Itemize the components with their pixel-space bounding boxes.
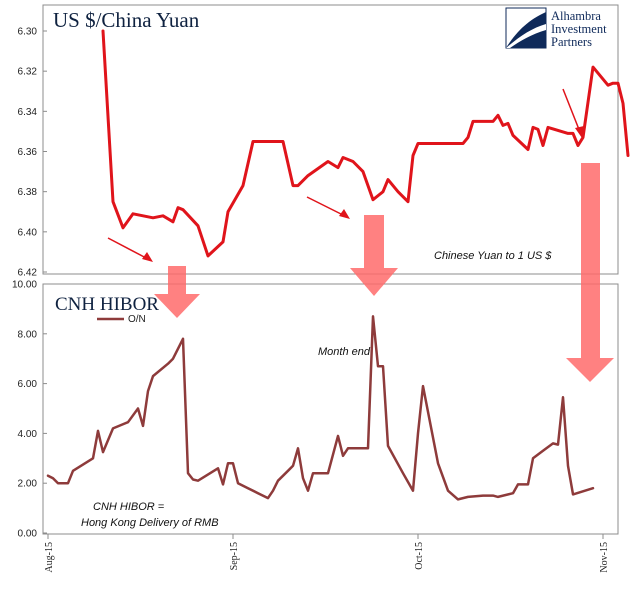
x-tick-label: Nov-15 xyxy=(599,542,610,573)
legend-label-on: O/N xyxy=(128,314,146,325)
bottom-y-tick-label: 8.00 xyxy=(18,329,38,340)
trend-arrow-2-icon xyxy=(306,196,350,219)
top-y-tick-label: 6.34 xyxy=(18,107,38,118)
bottom-y-tick-label: 4.00 xyxy=(18,429,38,440)
impact-arrow-2-icon xyxy=(350,215,398,296)
impact-arrow-1-icon xyxy=(154,266,200,318)
top-panel-frame xyxy=(42,4,619,275)
annotation-hibor-def-1: CNH HIBOR = xyxy=(93,501,165,513)
x-tick-label: Aug-15 xyxy=(44,542,55,573)
logo-mark-icon xyxy=(505,7,547,49)
impact-arrows xyxy=(154,163,614,382)
trend-arrow-1-icon xyxy=(107,237,153,262)
bottom-panel-frame xyxy=(42,283,619,535)
logo-line-2: Investment xyxy=(551,22,607,36)
top-y-tick-label: 6.38 xyxy=(18,187,38,198)
yuan-series-line xyxy=(101,29,630,258)
top-chart-title: US $/China Yuan xyxy=(53,8,200,32)
annotation-hibor-def-2: Hong Kong Delivery of RMB xyxy=(81,517,219,529)
trend-arrow-3-icon xyxy=(562,88,584,138)
impact-arrow-3-icon xyxy=(566,163,614,382)
bottom-y-tick-label: 0.00 xyxy=(18,529,38,540)
bottom-y-tick-label: 6.00 xyxy=(18,379,38,390)
top-y-tick-label: 6.32 xyxy=(18,67,38,78)
logo-line-1: Alhambra xyxy=(551,9,601,23)
bottom-y-tick-label: 10.00 xyxy=(12,280,37,291)
top-y-tick-label: 6.42 xyxy=(18,268,38,279)
bottom-y-axis: 0.00 2.00 4.00 6.00 8.00 10.00 xyxy=(12,280,47,540)
top-y-axis: 6.30 6.32 6.34 6.36 6.38 6.40 6.42 xyxy=(18,27,47,279)
x-axis: Aug-15 Sep-15 Oct-15 Nov-15 xyxy=(44,534,610,573)
trend-arrows xyxy=(107,88,584,262)
hibor-series-line xyxy=(46,315,595,501)
annotation-yuan-legend: Chinese Yuan to 1 US $ xyxy=(434,250,552,262)
annotation-month-end: Month end xyxy=(318,346,371,358)
logo-line-3: Partners xyxy=(551,35,592,49)
x-tick-label: Sep-15 xyxy=(229,542,240,570)
top-y-tick-label: 6.36 xyxy=(18,147,38,158)
x-tick-label: Oct-15 xyxy=(414,542,425,570)
alhambra-logo: Alhambra Investment Partners xyxy=(505,7,607,49)
bottom-y-tick-label: 2.00 xyxy=(18,479,38,490)
top-y-tick-label: 6.30 xyxy=(18,27,38,38)
top-y-tick-label: 6.40 xyxy=(18,227,38,238)
bottom-chart-title: CNH HIBOR xyxy=(55,294,159,315)
